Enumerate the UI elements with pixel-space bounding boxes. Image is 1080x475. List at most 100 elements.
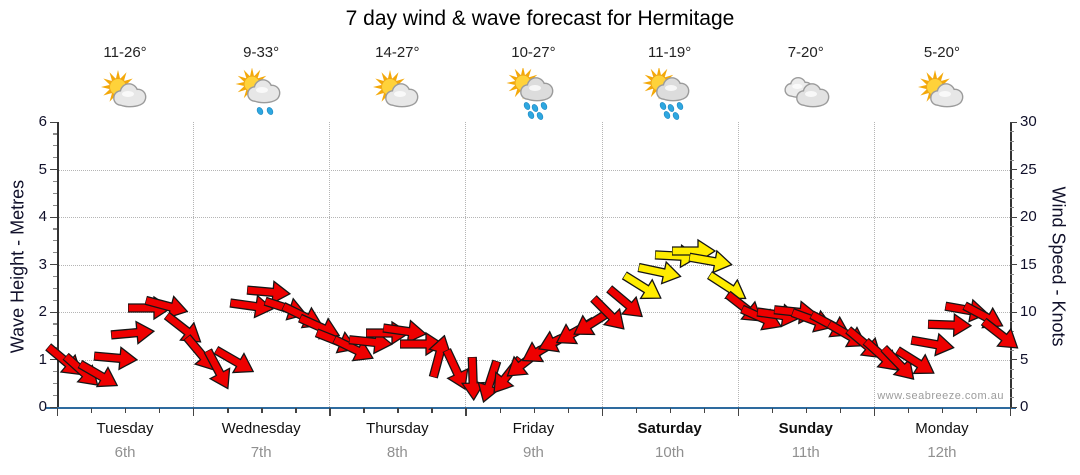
- right-axis-tick-label: 25: [1020, 160, 1037, 178]
- wind-arrow: [979, 317, 1019, 349]
- right-axis-tick-label: 10: [1020, 303, 1037, 320]
- wind-arrow: [605, 284, 644, 317]
- left-axis-minor-tick: [53, 133, 57, 135]
- right-axis-major-tick: [1010, 169, 1017, 171]
- wind-arrow: [909, 332, 955, 357]
- right-axis-minor-tick: [1010, 321, 1014, 323]
- left-axis-minor-tick: [53, 240, 57, 242]
- day-name-label: Tuesday: [96, 420, 154, 437]
- temperature-range-label: 11-19°: [648, 44, 692, 61]
- day-date-label: 11th: [791, 444, 820, 461]
- x-axis-tick: [1010, 408, 1012, 416]
- left-axis-minor-tick: [53, 382, 57, 384]
- x-axis-tick: [261, 408, 263, 413]
- temperature-range-label: 5-20°: [923, 44, 960, 61]
- sun-cloud-icon: [93, 68, 157, 122]
- left-axis-major-tick: [50, 359, 57, 361]
- wind-arrow: [428, 334, 452, 379]
- left-axis-tick-label: 1: [38, 350, 47, 368]
- left-axis-minor-tick: [53, 323, 57, 325]
- x-axis-tick: [976, 408, 978, 413]
- gridline-vertical: [737, 122, 739, 407]
- gridline-vertical: [873, 122, 875, 407]
- day-name-label: Saturday: [637, 420, 702, 437]
- left-axis-minor-tick: [53, 287, 57, 289]
- right-axis-title: Wind Speed - Knots: [1048, 186, 1069, 347]
- x-axis-tick: [57, 408, 59, 416]
- x-axis-tick: [839, 408, 842, 413]
- right-axis-minor-tick: [1010, 235, 1014, 237]
- gridline-vertical: [601, 122, 603, 407]
- gridline-vertical: [465, 122, 467, 407]
- gridline-horizontal: [57, 169, 1010, 171]
- wind-arrow: [621, 271, 663, 300]
- left-axis-minor-tick: [53, 204, 57, 206]
- wind-arrow: [203, 347, 231, 390]
- left-axis-line: [57, 122, 59, 407]
- x-axis-tick: [533, 408, 535, 413]
- left-axis-minor-tick: [53, 275, 57, 278]
- cloudy-icon: [774, 68, 838, 122]
- right-axis-minor-tick: [1010, 302, 1014, 304]
- right-axis-minor-tick: [1010, 188, 1014, 190]
- left-axis-minor-tick: [53, 157, 57, 159]
- left-axis-major-tick: [50, 406, 57, 408]
- left-axis-minor-tick: [53, 252, 57, 254]
- left-axis-tick-label: 4: [38, 208, 47, 225]
- wind-arrow: [637, 260, 683, 285]
- temperature-range-label: 14-27°: [375, 44, 420, 61]
- left-axis-major-tick: [50, 121, 57, 123]
- left-axis-tick-label: 0: [38, 398, 47, 415]
- sun-cloud-icon: [910, 68, 974, 122]
- right-axis-major-tick: [1010, 359, 1017, 361]
- wind-arrow: [245, 280, 292, 305]
- left-axis-tick-label: 3: [38, 255, 47, 273]
- left-axis-minor-tick: [53, 180, 57, 183]
- day-name-label: Friday: [512, 420, 555, 437]
- right-axis-tick-label: 15: [1020, 255, 1037, 273]
- x-axis-tick: [159, 408, 161, 413]
- gridline-horizontal: [57, 264, 1010, 266]
- wind-arrow: [228, 294, 274, 319]
- x-axis-tick: [125, 408, 127, 413]
- left-axis-minor-tick: [53, 145, 57, 147]
- left-axis-tick-label: 5: [38, 160, 47, 178]
- left-axis-major-tick: [50, 216, 57, 218]
- wind-arrow: [381, 319, 427, 344]
- left-axis-minor-tick: [53, 228, 57, 230]
- right-axis-major-tick: [1010, 216, 1017, 218]
- right-axis-minor-tick: [1010, 140, 1014, 142]
- temperature-range-label: 11-26°: [103, 44, 147, 61]
- wind-arrow: [442, 347, 469, 391]
- watermark: www.seabreeze.com.au: [877, 390, 1004, 402]
- right-axis-minor-tick: [1010, 273, 1014, 275]
- x-axis-tick: [329, 408, 331, 416]
- right-axis-minor-tick: [1010, 254, 1014, 256]
- right-axis-minor-tick: [1010, 207, 1014, 209]
- chart-title: 7 day wind & wave forecast for Hermitage: [345, 7, 735, 30]
- day-name-label: Sunday: [778, 420, 833, 437]
- right-axis-tick-label: 0: [1020, 398, 1029, 415]
- sun-cloud-rain-icon: [502, 66, 566, 122]
- day-name-label: Wednesday: [221, 420, 301, 437]
- sun-cloud-showers-icon: [229, 67, 293, 122]
- x-axis-tick: [941, 408, 944, 413]
- right-axis-tick-label: 5: [1020, 350, 1029, 368]
- wind-arrow: [893, 346, 935, 375]
- wind-arrow: [927, 313, 972, 338]
- wind-arrow: [589, 294, 625, 330]
- right-axis-minor-tick: [1010, 292, 1014, 294]
- left-axis-major-tick: [50, 264, 57, 266]
- gridline-horizontal: [57, 312, 1010, 313]
- gridline-vertical: [193, 122, 195, 407]
- right-axis-major-tick: [1010, 264, 1017, 266]
- wind-arrow: [143, 295, 189, 319]
- gridline-horizontal: [57, 217, 1010, 218]
- day-date-label: 12th: [927, 444, 957, 461]
- day-date-label: 10th: [655, 444, 685, 461]
- right-axis-minor-tick: [1010, 178, 1014, 180]
- x-axis-tick: [363, 408, 365, 413]
- x-axis-tick: [737, 408, 740, 416]
- right-axis-minor-tick: [1010, 368, 1014, 370]
- wind-arrow: [688, 249, 734, 274]
